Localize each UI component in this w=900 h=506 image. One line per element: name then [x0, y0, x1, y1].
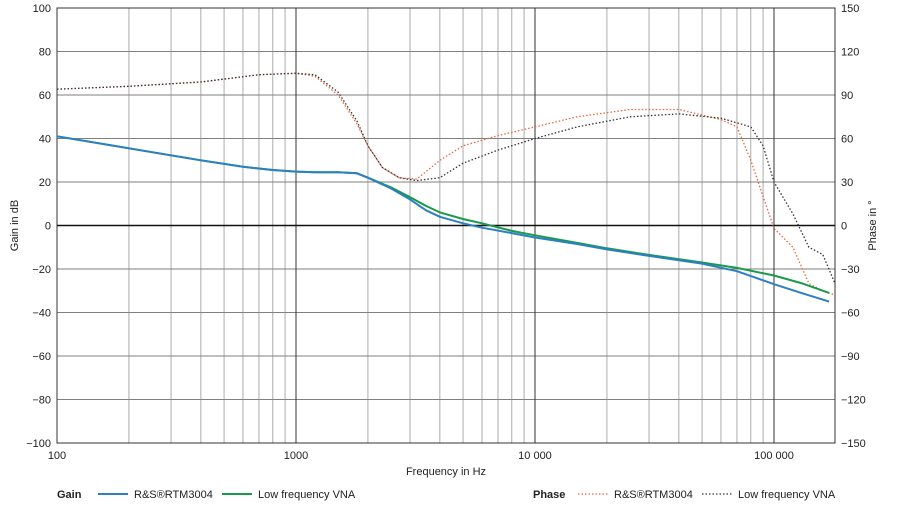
legend-label: Low frequency VNA — [738, 489, 836, 501]
y-left-tick-label: 20 — [39, 177, 51, 189]
series-layer — [56, 72, 836, 303]
y-right-tick-label: 60 — [841, 134, 853, 146]
y-right-tick-label: 150 — [841, 3, 859, 15]
x-tick-label: 100 — [48, 450, 66, 462]
legend-phase-heading: Phase — [533, 489, 565, 501]
y-right-tick-label: 90 — [841, 90, 853, 102]
legend-label: Low frequency VNA — [258, 489, 356, 501]
y-left-tick-label: −80 — [32, 395, 51, 407]
legend-label: R&S®RTM3004 — [614, 489, 693, 501]
tick-labels: 100 80 60 40 20 0 −20 −40 −60 −80 −100 150 120 90 60 30… — [26, 3, 866, 462]
y-left-tick-label: 80 — [39, 47, 51, 59]
legend-gain-heading: Gain — [57, 489, 82, 501]
y-right-tick-label: −30 — [841, 264, 860, 276]
x-axis-label: Frequency in Hz — [406, 466, 486, 478]
y-left-tick-label: 100 — [33, 3, 51, 15]
gain-series-rtm3004-line — [56, 135, 830, 303]
legend: Gain Phase R&S®RTM3004 Low frequency VNA R… — [57, 489, 836, 501]
y-left-tick-label: −100 — [26, 438, 51, 450]
y-left-tick-label: 60 — [39, 90, 51, 102]
legend-items: R&S®RTM3004 Low frequency VNA R&S®RTM3004 L… — [98, 489, 836, 501]
y-left-tick-label: −60 — [32, 351, 51, 363]
y-right-tick-label: −60 — [841, 308, 860, 320]
y-right-tick-label: 0 — [841, 221, 847, 233]
y-left-tick-label: −40 — [32, 308, 51, 320]
y-left-tick-label: 40 — [39, 134, 51, 146]
y-right-tick-label: 30 — [841, 177, 853, 189]
y-right-tick-label: −90 — [841, 351, 860, 363]
legend-label: R&S®RTM3004 — [134, 489, 213, 501]
x-tick-label: 100 000 — [754, 450, 794, 462]
y-right-axis-label: Phase in ° — [867, 200, 879, 250]
phase-series-rtm3004-line — [56, 72, 836, 296]
y-left-axis-label: Gain in dB — [9, 200, 21, 251]
y-right-tick-label: 120 — [841, 47, 859, 59]
y-right-tick-label: −150 — [841, 438, 866, 450]
y-right-tick-label: −120 — [841, 395, 866, 407]
gain-series-vna-line — [56, 135, 830, 294]
y-left-tick-label: 0 — [45, 221, 51, 233]
y-left-tick-label: −20 — [32, 264, 51, 276]
x-tick-label: 1000 — [284, 450, 308, 462]
x-tick-label: 10 000 — [518, 450, 552, 462]
phase-series-vna-line — [56, 72, 836, 284]
